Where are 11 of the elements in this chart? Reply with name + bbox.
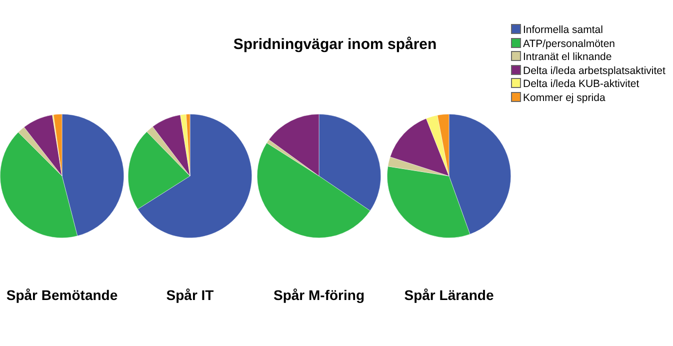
legend-label: Delta i/leda arbetsplatsaktivitet bbox=[523, 64, 666, 76]
legend-label: Delta i/leda KUB-aktivitet bbox=[523, 78, 640, 90]
legend-label: Kommer ej sprida bbox=[523, 92, 606, 104]
legend-label: Informella samtal bbox=[523, 24, 603, 36]
slice-label: Spår M-föring bbox=[274, 287, 364, 303]
slice-label: Spår Bemötande bbox=[5, 287, 119, 303]
slice-label: Spår IT bbox=[166, 287, 214, 303]
text: Spridningvägar inom spåren bbox=[232, 36, 438, 53]
legend-label: ATP/personalmöten bbox=[523, 38, 616, 50]
legend-label: Intranät el liknande bbox=[523, 51, 612, 63]
slice-label: Spår Lärande bbox=[404, 287, 494, 303]
